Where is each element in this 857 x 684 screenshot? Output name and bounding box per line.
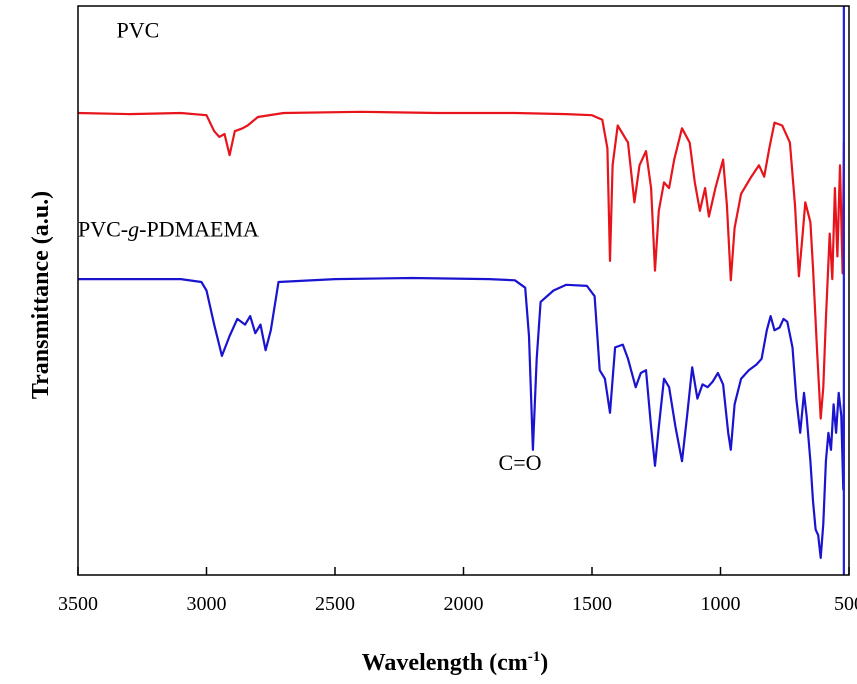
- plot-frame: [77, 5, 850, 576]
- series-line-1: [78, 276, 845, 559]
- series-line-0: [77, 110, 845, 420]
- series-label-1: PVC-g-PDMAEMA: [78, 216, 259, 241]
- series-label-0: PVC: [117, 17, 160, 42]
- x-tick-label-3: 2000: [444, 593, 484, 615]
- x-tick-label-5: 1000: [701, 593, 741, 615]
- x-tick-label-2: 2500: [315, 593, 355, 615]
- y-axis-title: Transmittance (a.u.): [28, 191, 54, 399]
- plot-area: [77, 6, 845, 575]
- annotation-carbonyl: C=O: [499, 450, 542, 475]
- series-labels: PVC PVC-g-PDMAEMA: [78, 17, 259, 241]
- x-tick-label-6: 500: [834, 593, 857, 615]
- x-tick-label-1: 3000: [187, 593, 227, 615]
- x-tick-label-4: 1500: [572, 593, 612, 615]
- x-tick-label-0: 3500: [58, 593, 98, 615]
- x-axis: 3500 3000 2500 2000 1500 1000 500: [58, 567, 857, 615]
- x-axis-title: Wavelength (cm-1): [362, 649, 548, 676]
